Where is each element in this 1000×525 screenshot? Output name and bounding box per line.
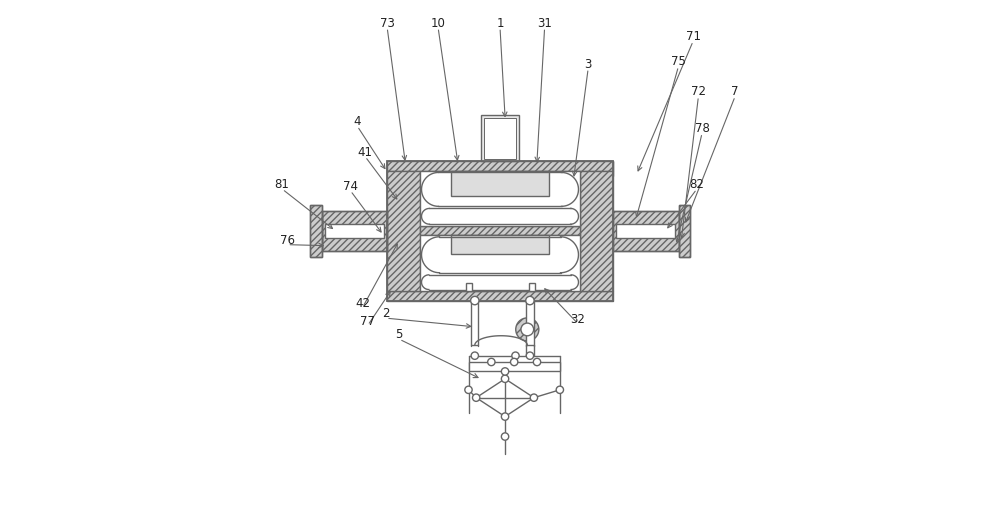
Text: 1: 1 bbox=[496, 17, 504, 30]
Circle shape bbox=[488, 358, 495, 365]
Circle shape bbox=[472, 394, 480, 401]
Text: 82: 82 bbox=[689, 178, 704, 191]
Bar bbox=[451, 235, 549, 254]
Bar bbox=[451, 171, 549, 196]
Circle shape bbox=[501, 413, 509, 420]
Circle shape bbox=[521, 323, 534, 336]
Circle shape bbox=[526, 352, 534, 359]
Text: 71: 71 bbox=[686, 30, 701, 43]
Text: 78: 78 bbox=[695, 122, 710, 135]
Bar bbox=[387, 171, 420, 291]
Bar bbox=[613, 211, 678, 251]
Bar bbox=[613, 211, 678, 251]
Bar bbox=[678, 205, 690, 257]
Bar bbox=[481, 115, 519, 161]
Circle shape bbox=[471, 352, 478, 359]
Bar bbox=[468, 362, 560, 371]
Circle shape bbox=[501, 368, 509, 375]
Bar bbox=[387, 161, 613, 300]
Text: 7: 7 bbox=[731, 86, 739, 98]
Bar bbox=[322, 211, 387, 251]
Circle shape bbox=[530, 394, 538, 401]
Text: 76: 76 bbox=[280, 234, 295, 247]
Text: 41: 41 bbox=[358, 146, 373, 159]
Text: 73: 73 bbox=[380, 17, 395, 30]
Circle shape bbox=[526, 296, 534, 304]
Circle shape bbox=[471, 296, 479, 304]
Bar bbox=[420, 235, 580, 291]
Text: 32: 32 bbox=[570, 313, 585, 326]
Bar bbox=[420, 226, 580, 235]
Circle shape bbox=[533, 358, 541, 365]
Bar bbox=[387, 291, 613, 300]
Bar bbox=[387, 161, 613, 176]
Bar bbox=[310, 205, 322, 257]
Bar bbox=[387, 161, 613, 171]
Text: 3: 3 bbox=[585, 58, 592, 70]
Circle shape bbox=[510, 358, 518, 365]
Text: 72: 72 bbox=[691, 86, 706, 98]
Bar bbox=[325, 224, 384, 238]
Circle shape bbox=[501, 375, 509, 382]
Bar bbox=[466, 283, 472, 291]
Bar bbox=[529, 283, 535, 291]
Circle shape bbox=[516, 318, 539, 341]
Bar bbox=[310, 205, 322, 257]
Text: 10: 10 bbox=[431, 17, 445, 30]
Bar bbox=[420, 171, 580, 226]
Text: 2: 2 bbox=[382, 308, 390, 320]
Bar bbox=[484, 118, 516, 159]
Text: 42: 42 bbox=[355, 297, 370, 310]
Text: 74: 74 bbox=[343, 180, 358, 193]
Bar bbox=[322, 211, 387, 251]
Circle shape bbox=[465, 386, 472, 394]
Text: 5: 5 bbox=[396, 329, 403, 341]
Text: 81: 81 bbox=[275, 178, 290, 191]
Circle shape bbox=[501, 433, 509, 440]
Text: 77: 77 bbox=[360, 315, 375, 328]
Bar bbox=[526, 300, 534, 345]
Bar bbox=[678, 205, 690, 257]
Bar bbox=[471, 300, 478, 345]
Circle shape bbox=[512, 352, 519, 359]
Text: 75: 75 bbox=[671, 56, 686, 68]
Text: 31: 31 bbox=[537, 17, 552, 30]
Circle shape bbox=[556, 386, 564, 394]
Text: 4: 4 bbox=[353, 116, 361, 128]
Bar bbox=[616, 224, 675, 238]
Bar bbox=[580, 171, 613, 291]
